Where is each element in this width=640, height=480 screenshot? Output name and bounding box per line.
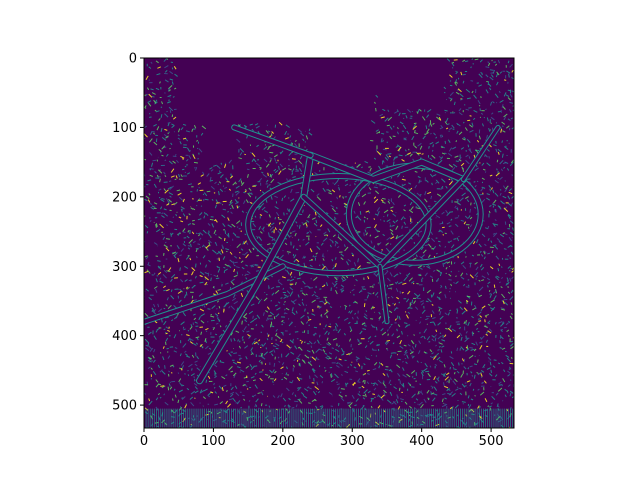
x-axis: 0 100 200 300 400 500 [140, 428, 504, 449]
axes-frame [143, 57, 515, 429]
bicycle-shape [246, 173, 431, 276]
bicycle-shape [232, 125, 313, 158]
edge-strokes [144, 58, 514, 428]
x-tick-label: 500 [479, 434, 504, 449]
bicycle-outline [144, 124, 501, 385]
y-tick-label: 100 [112, 121, 137, 136]
y-axis: 0 100 200 300 400 500 [112, 52, 144, 414]
y-tick-label: 400 [112, 329, 137, 344]
bicycle-shape [197, 152, 314, 384]
edge-image [144, 58, 514, 428]
y-tick-label: 200 [112, 190, 137, 205]
x-tick-label: 400 [409, 434, 434, 449]
bicycle-shape [461, 125, 500, 181]
edge-texture [144, 58, 514, 428]
edge-streaks [144, 408, 514, 428]
y-tick-label: 0 [129, 52, 137, 67]
bicycle-shape [346, 163, 483, 265]
bicycle-shape [378, 264, 389, 324]
bicycle-shape [308, 152, 466, 183]
x-tick-label: 0 [140, 434, 148, 449]
y-tick-label: 300 [112, 260, 137, 275]
edge-strokes [144, 58, 514, 428]
y-tick-label: 500 [112, 399, 137, 414]
x-tick-label: 200 [270, 434, 295, 449]
x-tick-label: 100 [201, 434, 226, 449]
x-tick-label: 300 [340, 434, 365, 449]
